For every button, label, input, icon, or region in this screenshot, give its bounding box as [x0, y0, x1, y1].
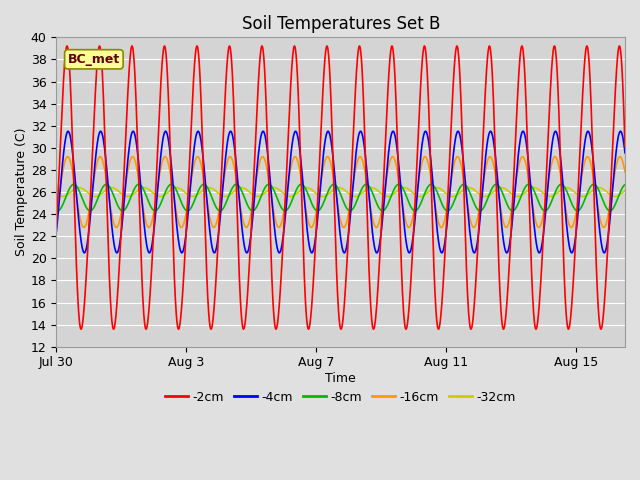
Text: BC_met: BC_met: [68, 53, 120, 66]
-2cm: [102, 155, 109, 161]
-32cm: [497, 185, 505, 191]
-8cm: [312, 207, 320, 213]
-8cm: [434, 192, 442, 197]
-4cm: [454, 128, 462, 134]
-8cm: [257, 193, 265, 199]
-16cm: [621, 169, 629, 175]
-4cm: [257, 132, 265, 138]
-16cm: [145, 225, 153, 230]
-4cm: [52, 228, 60, 234]
Line: -8cm: -8cm: [56, 184, 625, 211]
Legend: -2cm, -4cm, -8cm, -16cm, -32cm: -2cm, -4cm, -8cm, -16cm, -32cm: [160, 385, 521, 408]
-2cm: [597, 326, 605, 332]
-16cm: [268, 199, 276, 204]
-2cm: [52, 225, 60, 231]
-16cm: [434, 218, 442, 224]
-4cm: [433, 229, 441, 235]
-8cm: [268, 183, 275, 189]
-4cm: [102, 154, 109, 159]
-32cm: [312, 191, 320, 196]
-2cm: [312, 228, 320, 234]
-4cm: [312, 230, 320, 236]
-8cm: [215, 207, 223, 213]
-2cm: [257, 45, 265, 50]
-32cm: [433, 185, 441, 191]
Y-axis label: Soil Temperature (C): Soil Temperature (C): [15, 128, 28, 256]
-2cm: [215, 230, 223, 236]
-8cm: [52, 207, 60, 213]
-4cm: [215, 230, 223, 236]
-16cm: [161, 154, 169, 159]
-16cm: [313, 206, 321, 212]
-8cm: [102, 181, 109, 187]
-16cm: [102, 171, 109, 177]
-32cm: [621, 188, 629, 193]
-32cm: [52, 191, 60, 196]
Line: -32cm: -32cm: [56, 188, 625, 196]
-16cm: [52, 209, 60, 215]
-32cm: [481, 193, 489, 199]
-8cm: [330, 181, 337, 187]
-4cm: [438, 250, 445, 256]
Line: -4cm: -4cm: [56, 131, 625, 253]
-16cm: [258, 154, 266, 160]
-8cm: [346, 208, 354, 214]
Line: -16cm: -16cm: [56, 156, 625, 228]
-8cm: [621, 182, 629, 188]
-2cm: [434, 324, 442, 330]
-32cm: [257, 192, 265, 198]
-4cm: [621, 150, 629, 156]
Line: -2cm: -2cm: [56, 46, 625, 329]
-2cm: [268, 264, 275, 270]
-32cm: [215, 191, 223, 196]
-16cm: [216, 206, 223, 212]
-2cm: [621, 144, 629, 149]
X-axis label: Time: Time: [325, 372, 356, 385]
-2cm: [323, 43, 331, 49]
-4cm: [268, 192, 275, 198]
-32cm: [268, 185, 275, 191]
-32cm: [102, 187, 109, 193]
Title: Soil Temperatures Set B: Soil Temperatures Set B: [241, 15, 440, 33]
